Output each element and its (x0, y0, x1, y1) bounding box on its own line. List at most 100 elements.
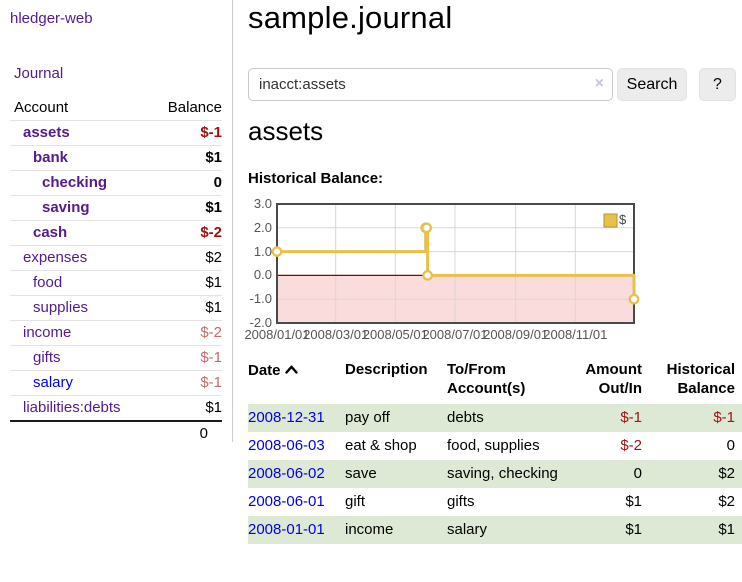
accounts-total-row: 0 (10, 421, 222, 446)
transaction-date-link[interactable]: 2008-06-03 (248, 437, 325, 454)
clear-search-icon[interactable]: × (594, 75, 604, 92)
transaction-balance: 0 (726, 437, 735, 454)
account-link[interactable]: liabilities:debts (23, 399, 121, 416)
accounts-table: Account Balance assets $-1 bank $1 check… (10, 96, 222, 446)
transaction-description: save (345, 465, 377, 482)
register-row: 2008-12-31 pay off debts $-1 $-1 (248, 404, 742, 432)
page-title: sample.journal (248, 0, 453, 35)
account-row: assets $-1 (10, 120, 222, 146)
account-link[interactable]: saving (42, 199, 90, 216)
register-header-description: Description (345, 361, 428, 378)
account-balance: $-1 (200, 374, 222, 391)
x-axis-tick-label: 2008/01/01 (244, 327, 310, 342)
account-link[interactable]: supplies (33, 299, 89, 316)
account-balance: $-2 (200, 224, 222, 241)
historical-balance-chart: $3.0 2.0 1.0 0.0 -1.0 -2.0 2008/01/01 2008/03/0… (242, 196, 742, 346)
sort-ascending-icon (284, 360, 298, 379)
account-balance: $-1 (200, 349, 222, 366)
transaction-balance: $2 (718, 493, 735, 510)
search-form: × Search ? (248, 68, 742, 101)
account-link[interactable]: assets (23, 124, 70, 141)
y-axis-tick-label: 2.0 (253, 219, 272, 235)
account-row: saving $1 (10, 195, 222, 221)
account-link[interactable]: checking (42, 174, 108, 191)
x-axis-tick-label: 2008/03/01 (303, 327, 369, 342)
transaction-amount: $-2 (620, 437, 642, 454)
transaction-amount: 0 (633, 465, 642, 482)
account-balance: $-2 (200, 324, 222, 341)
transaction-accounts: saving, checking (447, 465, 558, 482)
sidebar: hledger-web Journal Account Balance asse… (0, 0, 232, 446)
transaction-description: eat & shop (345, 437, 417, 454)
register-table: Date Description To/From Account(s) Amou… (248, 358, 742, 544)
transaction-accounts: gifts (447, 493, 475, 510)
transaction-amount: $1 (625, 521, 642, 538)
help-button[interactable]: ? (699, 68, 736, 101)
account-row: gifts $-1 (10, 345, 222, 371)
sidebar-divider (232, 0, 233, 442)
account-heading: assets (248, 116, 324, 146)
accounts-header-balance: Balance (167, 99, 222, 116)
transaction-amount: $1 (625, 493, 642, 510)
brand-link[interactable]: hledger-web (10, 10, 93, 27)
y-axis-tick-label: 1.0 (253, 243, 272, 259)
accounts-table-header: Account Balance (10, 96, 222, 121)
account-balance: $1 (205, 399, 222, 416)
transaction-date-link[interactable]: 2008-01-01 (248, 521, 325, 538)
x-axis-tick-label: 2008/09/01 (483, 327, 549, 342)
x-axis-tick-label: 2008/07/01 (422, 327, 488, 342)
account-link[interactable]: cash (33, 224, 68, 241)
account-row: supplies $1 (10, 295, 222, 321)
account-row: food $1 (10, 270, 222, 296)
transaction-balance: $-1 (713, 409, 735, 426)
search-input[interactable] (248, 68, 613, 101)
register-row: 2008-06-03 eat & shop food, supplies $-2… (248, 432, 742, 460)
search-button[interactable]: Search (617, 68, 687, 101)
account-link[interactable]: food (33, 274, 63, 291)
account-balance: $2 (205, 249, 222, 266)
account-link[interactable]: gifts (33, 349, 61, 366)
account-row: expenses $2 (10, 245, 222, 271)
chart-title: Historical Balance: (248, 170, 384, 187)
transaction-balance: $1 (718, 521, 735, 538)
transaction-accounts: food, supplies (447, 437, 540, 454)
transaction-amount: $-1 (620, 409, 642, 426)
x-axis-tick-label: 2008/11/01 (543, 327, 608, 342)
y-axis-tick-label: -1.0 (249, 291, 272, 307)
transaction-accounts: salary (447, 521, 488, 538)
account-link[interactable]: bank (33, 149, 69, 166)
register-header-amount: Amount Out/In (585, 361, 642, 397)
chart-canvas (271, 203, 640, 324)
account-row: checking 0 (10, 170, 222, 196)
transaction-date-link[interactable]: 2008-06-02 (248, 465, 325, 482)
register-header-accounts: To/From Account(s) (447, 361, 526, 397)
sidebar-item-journal[interactable]: Journal (14, 65, 64, 82)
account-row: salary $-1 (10, 370, 222, 396)
account-link[interactable]: salary (33, 374, 74, 391)
register-row: 2008-06-01 gift gifts $1 $2 (248, 488, 742, 516)
account-balance: $-1 (200, 124, 222, 141)
account-balance: 0 (213, 174, 222, 191)
account-balance: $1 (205, 299, 222, 316)
legend-label: $ (619, 212, 627, 227)
transaction-description: pay off (345, 409, 390, 426)
account-row: liabilities:debts $1 (10, 395, 222, 422)
account-link[interactable]: income (23, 324, 72, 341)
account-row: cash $-2 (10, 220, 222, 246)
accounts-header-account: Account (14, 99, 69, 116)
y-axis-tick-label: 3.0 (253, 196, 272, 211)
y-axis-tick-label: 0.0 (253, 267, 272, 283)
transaction-balance: $2 (718, 465, 735, 482)
transaction-date-link[interactable]: 2008-06-01 (248, 493, 325, 510)
register-row: 2008-01-01 income salary $1 $1 (248, 516, 742, 544)
legend-swatch (603, 213, 618, 228)
account-balance: $1 (205, 199, 222, 216)
account-balance: $1 (205, 274, 222, 291)
register-header-balance: Historical Balance (666, 361, 735, 397)
transaction-date-link[interactable]: 2008-12-31 (248, 409, 325, 426)
register-header-row: Date Description To/From Account(s) Amou… (248, 358, 742, 404)
register-header-date[interactable]: Date (248, 358, 345, 404)
y-axis-tick-label: -2.0 (249, 315, 272, 330)
account-link[interactable]: expenses (23, 249, 88, 266)
